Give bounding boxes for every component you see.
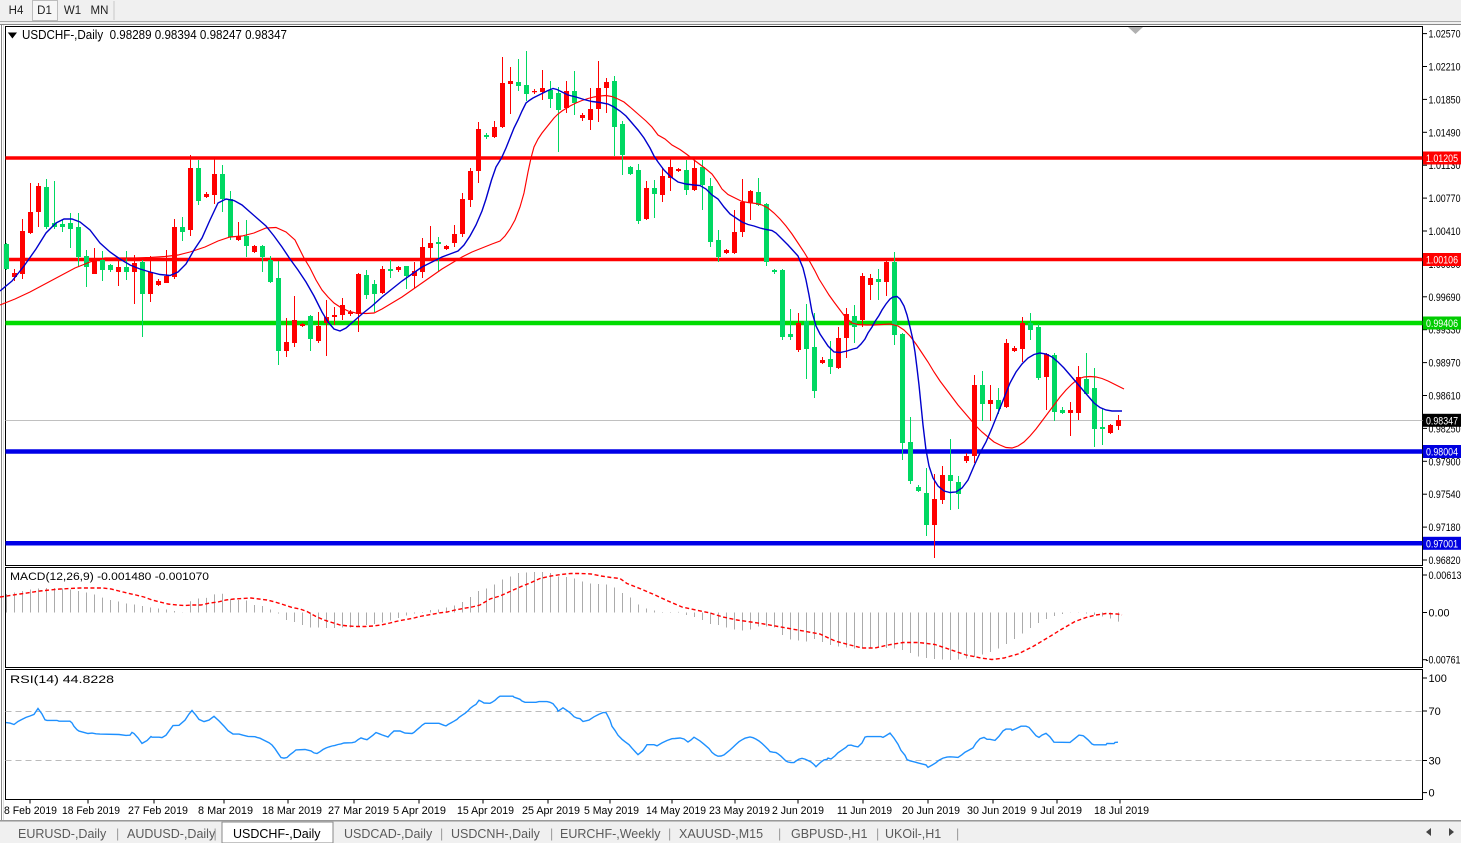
svg-text:EURUSD-,Daily: EURUSD-,Daily bbox=[18, 827, 107, 841]
svg-text:100: 100 bbox=[1429, 673, 1447, 685]
svg-text:25 Apr 2019: 25 Apr 2019 bbox=[522, 805, 580, 817]
svg-text:0.96820: 0.96820 bbox=[1429, 555, 1461, 567]
svg-text:1.00770: 1.00770 bbox=[1429, 193, 1461, 205]
svg-text:27 Feb 2019: 27 Feb 2019 bbox=[128, 805, 188, 817]
svg-text:-0.00761: -0.00761 bbox=[1426, 655, 1461, 667]
svg-text:8 Feb 2019: 8 Feb 2019 bbox=[4, 805, 57, 817]
svg-text:14 May 2019: 14 May 2019 bbox=[646, 805, 706, 817]
svg-text:18 Feb 2019: 18 Feb 2019 bbox=[62, 805, 120, 817]
svg-text:0.97180: 0.97180 bbox=[1429, 522, 1461, 534]
svg-text:|: | bbox=[876, 827, 879, 841]
svg-text:USDCHF-,Daily 0.98289 0.98394: USDCHF-,Daily 0.98289 0.98394 0.98247 0.… bbox=[22, 28, 287, 42]
svg-text:0.97900: 0.97900 bbox=[1429, 456, 1461, 468]
svg-text:0.97540: 0.97540 bbox=[1429, 489, 1461, 501]
svg-text:RSI(14) 44.8228: RSI(14) 44.8228 bbox=[10, 674, 114, 686]
svg-text:2 Jun 2019: 2 Jun 2019 bbox=[772, 805, 824, 817]
svg-text:18 Mar 2019: 18 Mar 2019 bbox=[262, 805, 322, 817]
svg-text:1.00106: 1.00106 bbox=[1426, 255, 1458, 267]
svg-text:1.01490: 1.01490 bbox=[1429, 127, 1461, 139]
svg-text:15 Apr 2019: 15 Apr 2019 bbox=[457, 805, 514, 817]
svg-text:D1: D1 bbox=[37, 5, 52, 17]
svg-text:0.99406: 0.99406 bbox=[1426, 318, 1458, 330]
svg-text:1.02570: 1.02570 bbox=[1429, 29, 1461, 41]
svg-text:USDCHF-,Daily: USDCHF-,Daily bbox=[233, 827, 321, 841]
svg-text:|: | bbox=[214, 827, 217, 841]
svg-text:0.98004: 0.98004 bbox=[1426, 447, 1458, 459]
svg-text:|: | bbox=[550, 827, 553, 841]
svg-text:0.00613: 0.00613 bbox=[1429, 570, 1461, 582]
svg-text:27 Mar 2019: 27 Mar 2019 bbox=[328, 805, 389, 817]
svg-text:30: 30 bbox=[1429, 756, 1441, 768]
svg-text:H4: H4 bbox=[9, 5, 24, 17]
svg-text:USDCAD-,Daily: USDCAD-,Daily bbox=[344, 827, 433, 841]
svg-text:GBPUSD-,H1: GBPUSD-,H1 bbox=[791, 827, 867, 841]
svg-text:|: | bbox=[956, 827, 959, 841]
svg-text:23 May 2019: 23 May 2019 bbox=[709, 805, 770, 817]
svg-text:|: | bbox=[440, 827, 443, 841]
svg-text:|: | bbox=[116, 827, 119, 841]
svg-text:|: | bbox=[668, 827, 671, 841]
svg-text:5 Apr 2019: 5 Apr 2019 bbox=[393, 805, 446, 817]
svg-text:9 Jul 2019: 9 Jul 2019 bbox=[1031, 805, 1082, 817]
svg-text:1.02210: 1.02210 bbox=[1429, 62, 1461, 74]
svg-text:0.98347: 0.98347 bbox=[1426, 415, 1458, 427]
svg-text:1.01850: 1.01850 bbox=[1429, 94, 1461, 106]
svg-text:1.00410: 1.00410 bbox=[1429, 226, 1461, 238]
svg-text:|: | bbox=[778, 827, 781, 841]
svg-text:20 Jun 2019: 20 Jun 2019 bbox=[902, 805, 960, 817]
svg-text:0.98970: 0.98970 bbox=[1429, 358, 1461, 370]
svg-text:70: 70 bbox=[1429, 706, 1441, 718]
svg-text:0: 0 bbox=[1429, 788, 1435, 800]
svg-text:XAUUSD-,M15: XAUUSD-,M15 bbox=[679, 827, 763, 841]
svg-text:5 May 2019: 5 May 2019 bbox=[584, 805, 639, 817]
svg-text:0.98610: 0.98610 bbox=[1429, 391, 1461, 403]
svg-text:30 Jun 2019: 30 Jun 2019 bbox=[967, 805, 1026, 817]
svg-text:0.00: 0.00 bbox=[1429, 608, 1450, 620]
svg-text:0.97001: 0.97001 bbox=[1426, 538, 1458, 550]
svg-text:USDCNH-,Daily: USDCNH-,Daily bbox=[451, 827, 541, 841]
svg-text:0.99690: 0.99690 bbox=[1429, 292, 1461, 304]
svg-text:W1: W1 bbox=[64, 5, 81, 17]
svg-text:AUDUSD-,Daily: AUDUSD-,Daily bbox=[127, 827, 216, 841]
svg-text:1.01205: 1.01205 bbox=[1426, 153, 1458, 165]
svg-text:8 Mar 2019: 8 Mar 2019 bbox=[198, 805, 253, 817]
svg-text:MN: MN bbox=[91, 5, 109, 17]
svg-text:11 Jun 2019: 11 Jun 2019 bbox=[837, 805, 892, 817]
svg-text:EURCHF-,Weekly: EURCHF-,Weekly bbox=[560, 827, 661, 841]
svg-text:18 Jul 2019: 18 Jul 2019 bbox=[1094, 805, 1149, 817]
svg-text:UKOil-,H1: UKOil-,H1 bbox=[885, 827, 941, 841]
svg-text:MACD(12,26,9) -0.001480 -0.001: MACD(12,26,9) -0.001480 -0.001070 bbox=[10, 571, 209, 583]
